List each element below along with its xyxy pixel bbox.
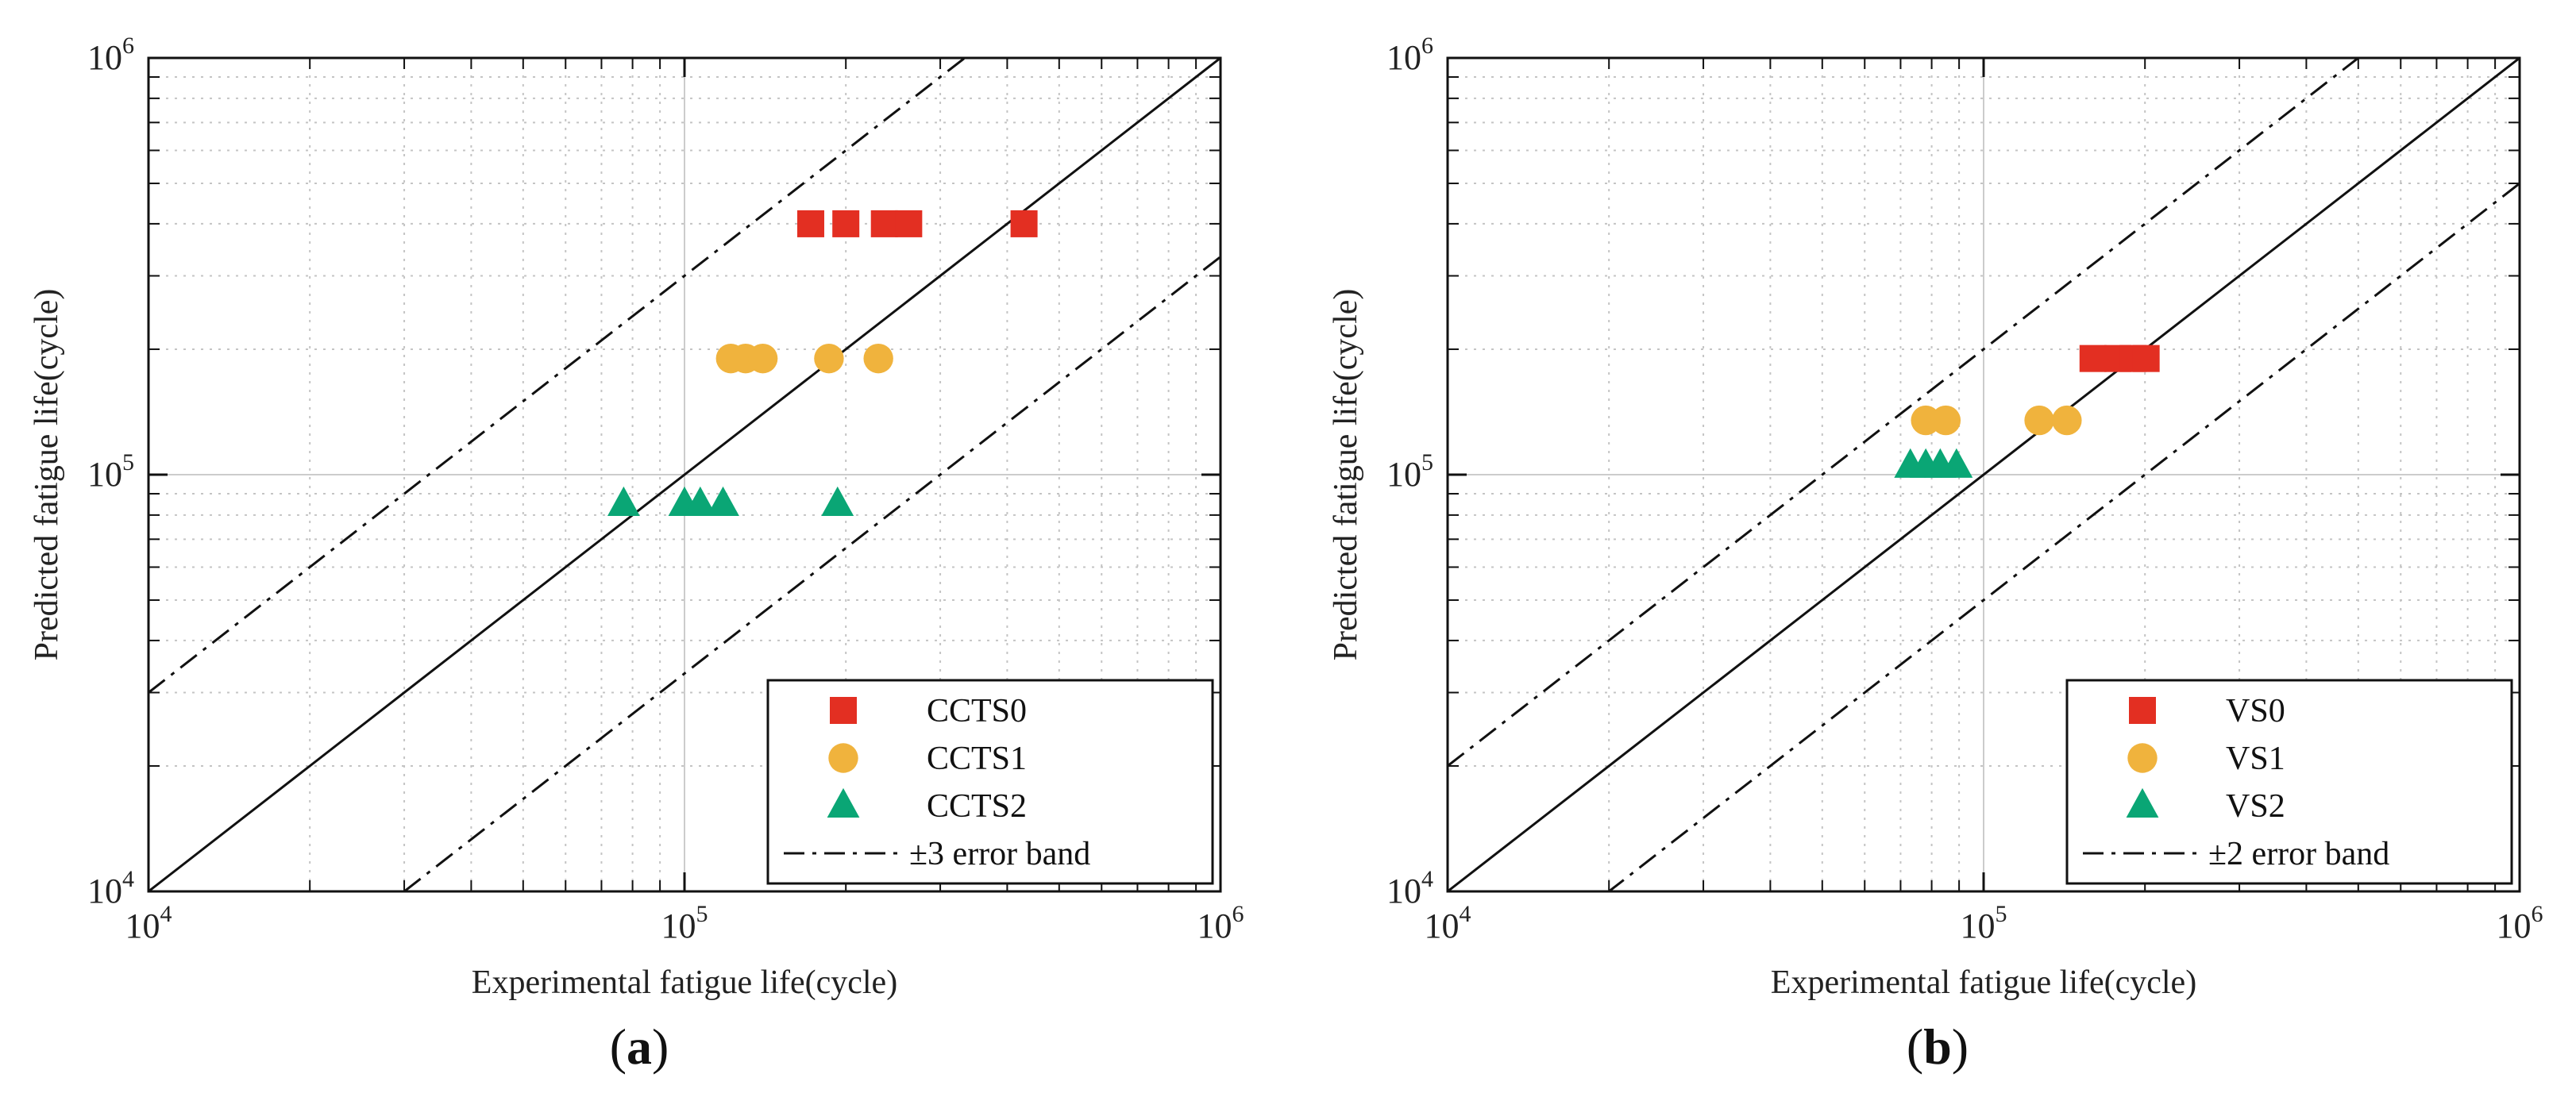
y-tick-exponent: 4 [122, 866, 134, 892]
data-point-ccts0 [895, 210, 923, 237]
x-tick-label: 106 [2497, 901, 2543, 945]
x-tick-base: 10 [661, 906, 696, 945]
data-point-ccts0 [1010, 210, 1038, 237]
legend-label-vs1: VS1 [2226, 741, 2285, 777]
legend-label-error-band: ±3 error band [909, 836, 1090, 872]
data-point-ccts1 [863, 343, 893, 374]
x-tick-base: 10 [2497, 906, 2532, 945]
data-point-vs1 [2024, 405, 2054, 436]
x-tick-label: 104 [125, 901, 172, 945]
data-points [607, 210, 1038, 517]
y-tick-label: 106 [87, 33, 134, 77]
y-tick-exponent: 6 [122, 33, 134, 59]
data-point-vs0 [2079, 344, 2107, 372]
data-points [1894, 344, 2160, 478]
panel-label-letter: a [627, 1018, 652, 1075]
y-tick-base: 10 [1386, 872, 1421, 910]
legend-marker-vs2 [2126, 787, 2159, 818]
x-tick-label: 105 [1961, 901, 2007, 945]
panel-label-open: ( [1907, 1018, 1923, 1075]
x-tick-exponent: 4 [160, 901, 172, 927]
x-tick-exponent: 6 [2532, 901, 2543, 927]
data-point-ccts2 [607, 486, 640, 517]
x-tick-exponent: 4 [1460, 901, 1471, 927]
y-tick-exponent: 4 [1421, 866, 1433, 892]
y-axis-label: Predicted fatigue life(cycle) [1328, 289, 1364, 661]
data-point-ccts0 [796, 210, 824, 237]
x-tick-exponent: 5 [1996, 901, 2007, 927]
y-tick-exponent: 5 [122, 449, 134, 475]
data-point-vs0 [2132, 344, 2160, 372]
legend-marker-ccts2 [827, 787, 860, 818]
x-axis-label: Experimental fatigue life(cycle) [1771, 964, 2196, 1001]
legend-label-ccts0: CCTS0 [927, 693, 1027, 729]
legend-label-error-band: ±2 error band [2208, 836, 2389, 872]
legend-label-ccts1: CCTS1 [927, 741, 1027, 777]
panel-label: (a) [610, 1018, 669, 1075]
data-point-ccts1 [814, 343, 844, 374]
panel-label: (b) [1907, 1018, 1969, 1075]
x-tick-base: 10 [1425, 906, 1460, 945]
data-point-vs1 [1930, 405, 1961, 436]
data-point-ccts2 [684, 486, 717, 517]
legend: CCTS0 CCTS1 CCTS2 ±3 error band [766, 679, 1214, 885]
one-to-one-line [1448, 58, 2520, 891]
y-tick-label: 105 [1386, 449, 1433, 494]
legend: VS0 VS1 VS2 ±2 error band [2065, 679, 2513, 885]
reference-lines [1448, 58, 2520, 891]
x-axis-label: Experimental fatigue life(cycle) [472, 964, 897, 1001]
x-tick-label: 106 [1197, 901, 1244, 945]
y-axis-label: Predicted fatigue life(cycle) [29, 289, 65, 661]
data-point-ccts2 [707, 486, 739, 517]
y-tick-base: 10 [1386, 455, 1421, 494]
upper-error-band-line [1448, 58, 2361, 768]
upper-error-band-line [148, 58, 967, 694]
y-tick-base: 10 [1386, 38, 1421, 77]
panel-label-close: ) [652, 1018, 669, 1075]
data-point-ccts0 [870, 210, 898, 237]
y-tick-base: 10 [87, 455, 122, 494]
y-tick-exponent: 6 [1421, 33, 1433, 59]
y-tick-base: 10 [87, 38, 122, 77]
data-point-ccts0 [832, 210, 860, 237]
x-tick-base: 10 [1197, 906, 1232, 945]
data-point-vs1 [2052, 405, 2082, 436]
x-tick-base: 10 [125, 906, 160, 945]
panel-label-open: ( [610, 1018, 627, 1075]
one-to-one-line [148, 58, 1221, 891]
data-point-ccts2 [821, 486, 854, 517]
x-tick-base: 10 [1961, 906, 1996, 945]
panel-label-close: ) [1952, 1018, 1969, 1075]
legend-marker-ccts0 [830, 697, 857, 724]
lower-error-band-line [402, 256, 1221, 891]
x-tick-exponent: 6 [1232, 901, 1244, 927]
y-tick-label: 104 [87, 866, 134, 910]
legend-label-vs0: VS0 [2226, 693, 2285, 729]
panel-label-letter: b [1923, 1018, 1952, 1075]
lower-error-band-line [1606, 182, 2520, 891]
legend-marker-ccts1 [828, 743, 858, 773]
legend-marker-vs1 [2127, 743, 2158, 773]
reference-lines [148, 58, 1221, 891]
y-tick-label: 104 [1386, 866, 1433, 910]
y-tick-label: 106 [1386, 33, 1433, 77]
legend-marker-vs0 [2129, 697, 2156, 724]
data-point-ccts1 [747, 343, 778, 374]
data-point-vs2 [1940, 448, 1973, 478]
x-tick-exponent: 5 [696, 901, 708, 927]
legend-label-ccts2: CCTS2 [927, 788, 1027, 825]
x-tick-label: 104 [1425, 901, 1471, 945]
y-tick-base: 10 [87, 872, 122, 910]
y-tick-exponent: 5 [1421, 449, 1433, 475]
legend-label-vs2: VS2 [2226, 788, 2285, 825]
y-tick-label: 105 [87, 449, 134, 494]
x-tick-label: 105 [661, 901, 708, 945]
